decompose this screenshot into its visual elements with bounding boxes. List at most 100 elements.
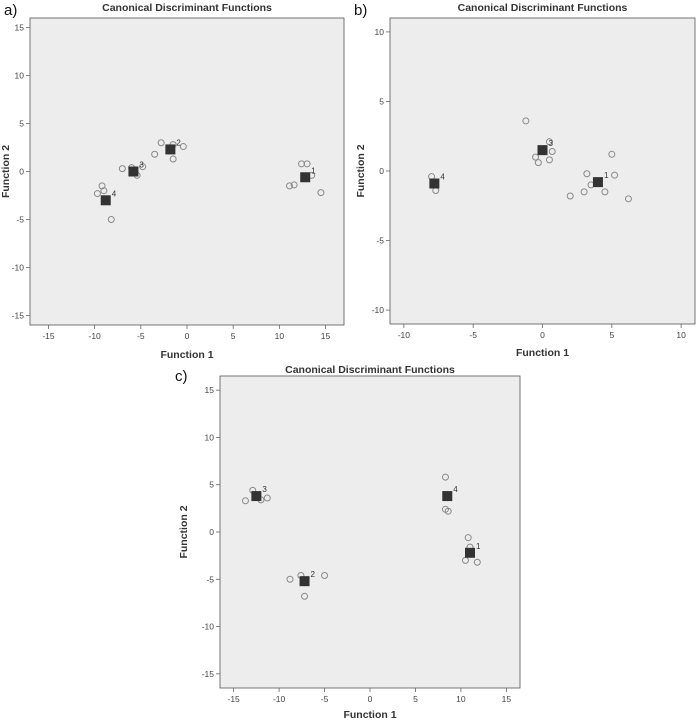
centroid-label: 1 <box>311 166 316 175</box>
group-centroid <box>442 491 453 502</box>
data-point <box>241 497 249 505</box>
data-point <box>534 159 542 167</box>
y-tick-label: 0 <box>19 167 24 177</box>
data-point <box>151 150 159 158</box>
x-tick-label: 5 <box>413 694 418 704</box>
y-axis-label: Function 2 <box>355 144 367 197</box>
data-point <box>545 138 553 146</box>
x-axis-label: Function 1 <box>160 349 213 361</box>
y-tick-label: -5 <box>376 236 384 246</box>
y-axis-label: Function 2 <box>0 145 12 198</box>
plot-area <box>389 17 696 325</box>
data-point <box>441 505 449 513</box>
y-tick-label: 0 <box>209 527 214 537</box>
centroid-label: 3 <box>262 485 267 494</box>
y-tick-label: -10 <box>372 305 385 315</box>
y-tick-label: 15 <box>15 23 25 33</box>
group-centroid <box>251 491 262 502</box>
x-tick-label: 10 <box>456 694 466 704</box>
group-centroid <box>128 166 139 177</box>
group-centroid <box>465 547 475 558</box>
y-tick-label: -15 <box>12 310 25 320</box>
y-tick-label: 15 <box>205 385 215 395</box>
centroid-label: 4 <box>112 189 117 198</box>
y-tick-label: -10 <box>12 262 25 272</box>
plot-area <box>29 17 345 326</box>
panel-label: b) <box>354 2 368 19</box>
x-tick-label: 15 <box>321 331 331 341</box>
y-tick-label: 5 <box>19 119 24 129</box>
centroid-label: 2 <box>176 138 181 147</box>
chart-panel-a: a) Canonical Discriminant Functions -15 -1… <box>0 0 350 362</box>
chart-title: Canonical Discriminant Functions <box>285 364 455 376</box>
group-centroid <box>165 144 176 155</box>
x-tick-label: 5 <box>609 330 614 340</box>
data-point <box>303 160 311 168</box>
group-centroid <box>299 576 310 587</box>
y-tick-label: 0 <box>379 166 384 176</box>
centroid-label: 3 <box>549 139 554 148</box>
chart-panel-c: c) Canonical Discriminant Functions -15 -1… <box>175 362 525 721</box>
data-point <box>157 139 165 147</box>
data-point <box>441 473 449 481</box>
y-tick-label: -5 <box>206 574 214 584</box>
x-tick-label: -10 <box>398 330 411 340</box>
x-axis-label: Function 1 <box>343 709 396 721</box>
data-point <box>464 534 472 542</box>
group-centroid <box>537 145 548 156</box>
centroid-label: 1 <box>476 542 481 551</box>
y-axis-label: Function 2 <box>178 505 190 558</box>
x-tick-label: 15 <box>502 694 512 704</box>
x-tick-label: -5 <box>137 331 145 341</box>
centroid-label: 4 <box>453 485 458 494</box>
data-point <box>624 195 632 203</box>
y-tick-label: -5 <box>16 214 24 224</box>
plot-area <box>219 375 521 689</box>
data-point <box>169 155 177 163</box>
panel-label: c) <box>175 368 188 385</box>
data-point <box>473 558 481 566</box>
data-point <box>107 215 115 223</box>
chart-b-svg: Canonical Discriminant Functions -10 -5 0 5 1… <box>355 2 696 359</box>
data-point <box>321 571 329 579</box>
x-tick-label: 10 <box>275 331 285 341</box>
data-point <box>522 117 530 125</box>
data-point <box>611 171 619 179</box>
data-point <box>583 170 591 178</box>
x-tick-label: -10 <box>88 331 101 341</box>
x-axis-label: Function 1 <box>516 347 569 359</box>
data-point <box>566 192 574 200</box>
x-tick-label: -5 <box>321 694 329 704</box>
data-point <box>290 181 298 189</box>
data-point <box>100 187 108 195</box>
data-point <box>179 143 187 151</box>
data-point <box>286 575 294 583</box>
centroid-label: 4 <box>440 173 445 182</box>
data-point <box>532 153 540 161</box>
group-centroid <box>300 172 311 183</box>
x-tick-label: -10 <box>273 694 286 704</box>
y-tick-label: -10 <box>202 622 215 632</box>
centroid-label: 1 <box>604 171 609 180</box>
x-tick-label: 5 <box>231 331 236 341</box>
data-point <box>263 494 271 502</box>
x-tick-label: -15 <box>42 331 55 341</box>
panel-label: a) <box>4 2 18 19</box>
chart-panel-b: b) Canonical Discriminant Functions -10 -5… <box>350 0 700 362</box>
data-point <box>580 188 588 196</box>
y-tick-label: 10 <box>15 71 25 81</box>
data-point <box>301 592 309 600</box>
data-point <box>98 182 106 190</box>
x-tick-label: -15 <box>227 694 240 704</box>
data-point <box>286 182 294 190</box>
chart-c-svg: Canonical Discriminant Functions -15 -10 -5… <box>178 364 521 721</box>
y-tick-label: 5 <box>209 480 214 490</box>
centroid-label: 3 <box>139 161 144 170</box>
data-point <box>317 189 325 197</box>
group-centroid <box>100 195 111 206</box>
data-point <box>118 165 126 173</box>
y-tick-label: -15 <box>202 669 215 679</box>
group-centroid <box>592 177 603 188</box>
data-point <box>139 163 147 171</box>
data-point <box>601 188 609 196</box>
